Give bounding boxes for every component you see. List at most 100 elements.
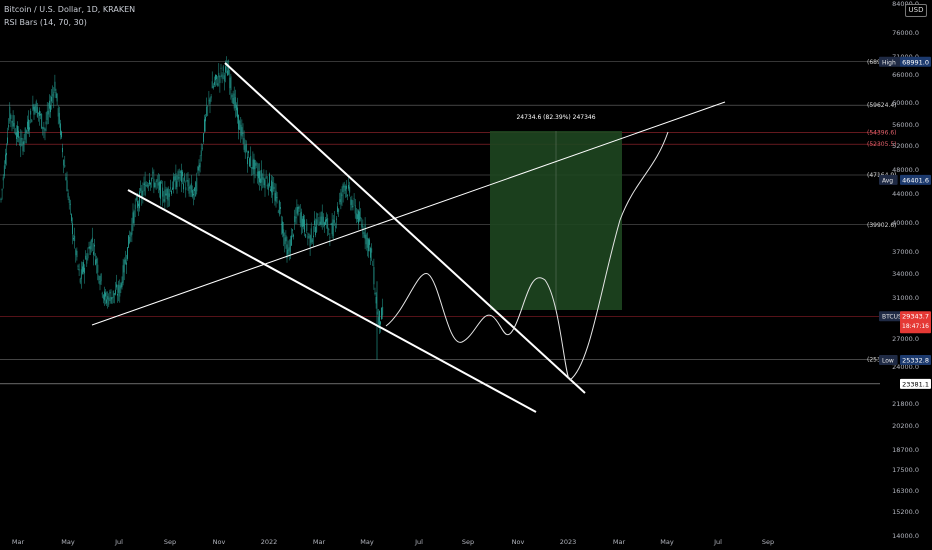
candle-body	[269, 173, 270, 186]
candle-body	[134, 204, 136, 209]
candle-body	[214, 81, 215, 86]
candle-body	[172, 187, 173, 190]
candle-body	[278, 200, 280, 215]
candle-body	[94, 244, 95, 247]
candle-body	[115, 289, 116, 295]
candle-body	[238, 114, 239, 130]
candle-body	[131, 225, 133, 235]
candle-body	[153, 178, 155, 188]
candle-body	[127, 247, 128, 259]
candle-body	[297, 206, 299, 216]
candle-body	[207, 106, 209, 107]
candle-body	[61, 131, 62, 138]
candle-body	[49, 100, 50, 109]
target-box: 24734.6 (82.39%) 247346	[490, 114, 622, 310]
candle-body	[342, 184, 344, 193]
candle-body	[126, 262, 127, 265]
candle-body	[86, 258, 88, 264]
candle-body	[97, 264, 99, 273]
badge-countdown: 18:47:16	[902, 323, 929, 330]
candle-body	[347, 195, 348, 197]
candle-body	[362, 226, 364, 235]
candle-body	[358, 210, 359, 224]
candle-body	[280, 207, 281, 209]
candle-body	[307, 235, 309, 239]
candle-body	[324, 222, 325, 226]
candle-body	[38, 112, 39, 114]
candle-body	[223, 75, 225, 82]
candle-body	[68, 198, 70, 203]
candle-body	[350, 199, 352, 205]
candle-body	[354, 205, 356, 214]
candle-body	[51, 96, 52, 102]
candle-body	[353, 198, 355, 200]
candle-body	[160, 181, 161, 199]
candle-body	[98, 276, 100, 281]
candle-body	[311, 239, 313, 243]
candle-body	[352, 206, 354, 207]
candle-body	[164, 189, 166, 203]
price-tick-label: 37000.0	[892, 248, 919, 256]
candle-body	[64, 165, 66, 167]
candle-body	[109, 291, 111, 294]
candle-body	[166, 188, 168, 200]
candle-body	[36, 107, 38, 117]
candle-body	[339, 199, 341, 203]
price-tick-label: 17500.0	[892, 466, 919, 474]
candle-body	[371, 248, 373, 253]
time-tick-label: Jul	[713, 538, 722, 546]
price-axis[interactable]: 84000.076000.071000.066000.060000.056000…	[892, 0, 919, 540]
candle-body	[150, 182, 151, 185]
time-axis: Mar May Jul Sep Nov 2022 Mar May Jul Sep Nov 2023 Ma…	[12, 538, 774, 546]
time-tick-label: Mar	[313, 538, 326, 546]
candle-body	[370, 248, 371, 258]
candle-body	[256, 171, 258, 177]
falling-wedge-lower-line	[127, 189, 537, 413]
badge-label: BTCUSD	[882, 314, 907, 321]
candle-body	[372, 264, 374, 266]
candle-body	[80, 269, 82, 279]
candle-body	[73, 237, 74, 240]
symbol-title[interactable]: Bitcoin / U.S. Dollar, 1D, KRAKEN	[4, 5, 136, 14]
candle-body	[380, 321, 381, 325]
price-tick-label: 21800.0	[892, 400, 919, 408]
candle-body	[329, 237, 331, 239]
candle-body	[206, 106, 208, 116]
candle-body	[294, 216, 296, 222]
price-tick-label: 44000.0	[892, 190, 919, 198]
time-tick-label: Sep	[164, 538, 176, 546]
time-tick-label: Jul	[114, 538, 123, 546]
candle-body	[99, 280, 101, 285]
candle-body	[71, 214, 72, 222]
time-tick-label: Sep	[762, 538, 774, 546]
price-line-label: (59624.4)	[867, 102, 897, 109]
indicator-legend[interactable]: RSI Bars (14, 70, 30)	[4, 18, 87, 27]
candle-body	[304, 219, 305, 233]
currency-button[interactable]: USD	[905, 4, 927, 17]
candle-body	[77, 265, 79, 267]
candle-body	[305, 234, 307, 238]
candle-body	[14, 132, 16, 135]
candle-body	[128, 235, 129, 248]
candle-body	[154, 182, 156, 188]
candle-body	[321, 211, 323, 226]
candles	[0, 56, 384, 360]
candle-body	[218, 72, 220, 78]
candle-body	[13, 122, 15, 127]
candle-body	[58, 112, 60, 124]
rising-support-line	[91, 101, 726, 326]
cursor-price-label: 23381.1	[902, 380, 929, 388]
projected-path	[385, 131, 669, 381]
candle-body	[211, 81, 213, 89]
candle-body	[210, 96, 212, 99]
candle-body	[283, 229, 285, 237]
candle-body	[281, 223, 282, 225]
candle-body	[248, 151, 249, 154]
price-tick-label: 20200.0	[892, 422, 919, 430]
candle-body	[374, 292, 376, 294]
candle-body	[72, 223, 73, 235]
badge-value-bg	[900, 354, 931, 365]
candle-body	[300, 211, 302, 227]
badge-label-bg	[879, 174, 898, 185]
